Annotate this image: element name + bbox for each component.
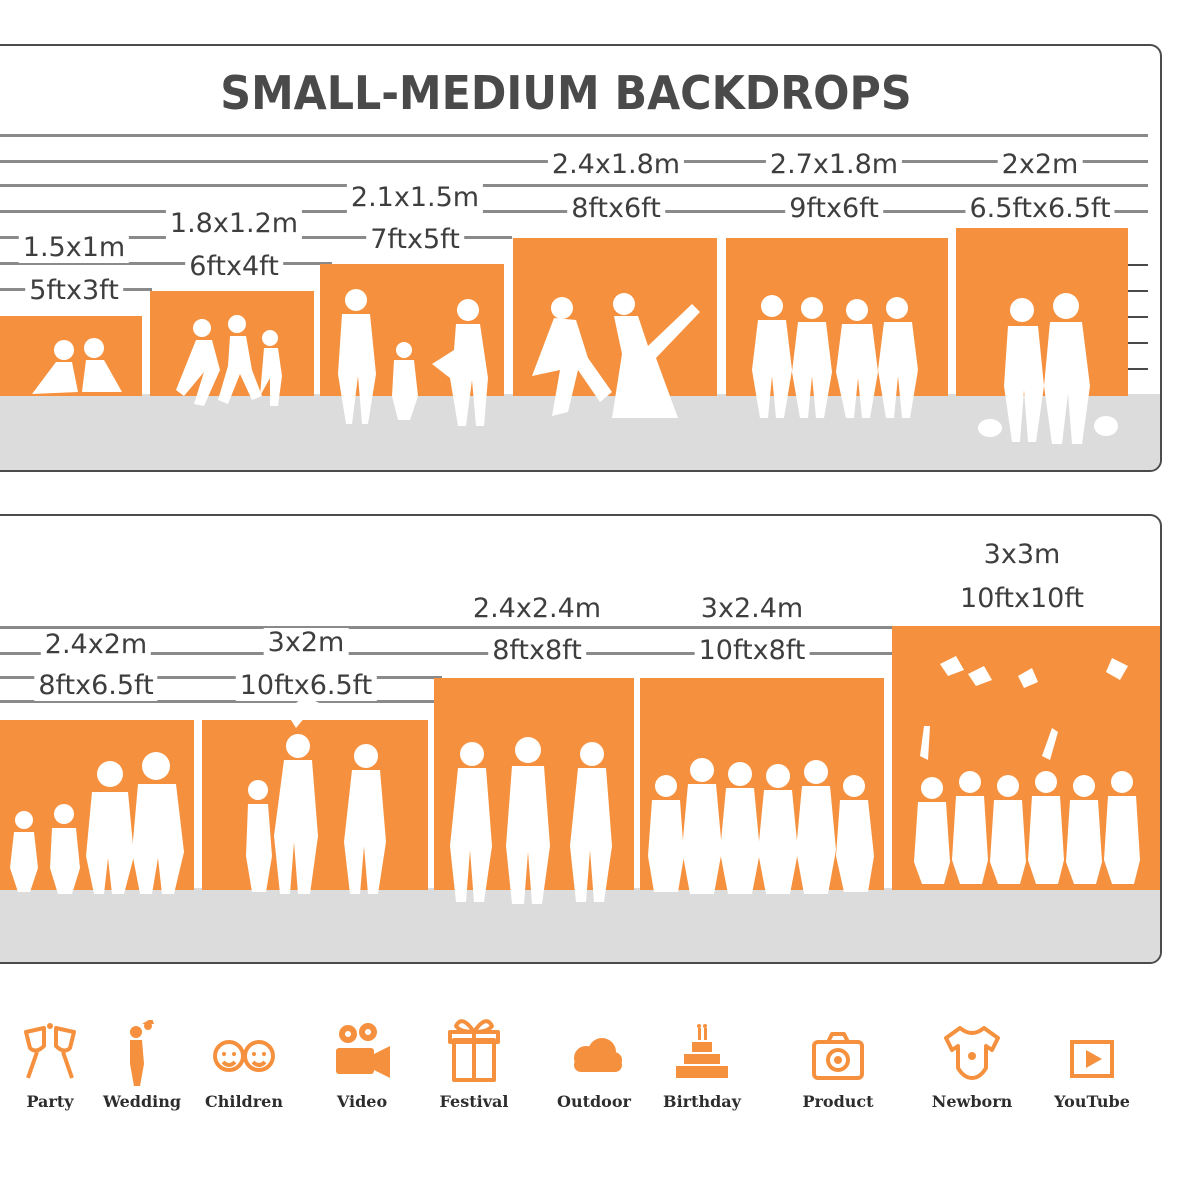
use-case-label: Children — [205, 1092, 283, 1111]
size-metric-label: 2.1x1.5m — [346, 183, 484, 213]
video-camera-icon — [336, 1023, 390, 1078]
use-case-outdoor: Outdoor — [539, 1020, 649, 1111]
ruler-tick — [1128, 264, 1148, 266]
baby-onesie-icon — [944, 1026, 1000, 1080]
use-case-label: Birthday — [663, 1092, 741, 1111]
size-metric-label: 2.4x2m — [40, 630, 152, 660]
use-case-video: Video — [307, 1020, 417, 1111]
ruler-tick — [1128, 368, 1148, 370]
size-metric-label: 2.7x1.8m — [765, 150, 903, 180]
party-glasses-icon — [24, 1023, 76, 1079]
size-imperial-label: 8ftx6ft — [567, 194, 665, 224]
birthday-cake-icon — [676, 1024, 728, 1078]
children-faces-icon — [213, 1040, 275, 1072]
use-case-newborn: Newborn — [917, 1020, 1027, 1111]
size-metric-label: 2.4x2.4m — [468, 594, 606, 624]
size-metric-label: 3x2m — [263, 628, 349, 658]
use-case-label: YouTube — [1054, 1092, 1130, 1111]
use-case-festival: Festival — [419, 1012, 529, 1111]
size-imperial-label: 7ftx5ft — [366, 225, 464, 255]
size-metric-label: 2x2m — [997, 150, 1083, 180]
size-imperial-label: 8ftx8ft — [488, 636, 586, 666]
size-imperial-label: 9ftx6ft — [785, 194, 883, 224]
cloud-icon — [574, 1038, 622, 1072]
use-case-label: Wedding — [102, 1092, 182, 1111]
size-metric-label: 3x3m — [979, 540, 1065, 570]
size-imperial-label: 6.5ftx6.5ft — [965, 194, 1115, 224]
use-case-label: Video — [336, 1092, 388, 1111]
guide-line — [0, 700, 442, 703]
use-case-party: Party — [0, 1020, 105, 1111]
people-silhouettes — [10, 656, 1140, 904]
guide-line — [0, 262, 332, 265]
use-case-label: Outdoor — [557, 1092, 631, 1111]
floor-band — [0, 394, 1160, 470]
use-case-children: Children — [189, 1020, 299, 1111]
ruler-tick — [1128, 290, 1148, 292]
play-button-icon — [1070, 1040, 1114, 1078]
ruler-tick — [1128, 316, 1148, 318]
use-case-birthday: Birthday — [647, 1020, 757, 1111]
size-metric-label: 1.5x1m — [18, 233, 130, 263]
large-backdrops-panel: 2.4x2m 8ftx6.5ft 3x2m 10ftx6.5ft 2.4x2.4… — [0, 514, 1162, 964]
use-case-youtube: YouTube — [1037, 1020, 1147, 1111]
panel-title: SMALL-MEDIUM BACKDROPS — [220, 66, 912, 120]
size-imperial-label: 10ftx8ft — [694, 636, 810, 666]
guide-line — [0, 652, 902, 655]
guide-line — [0, 626, 902, 629]
camera-icon — [812, 1032, 864, 1080]
use-case-label: Product — [802, 1092, 874, 1111]
use-case-label: Festival — [439, 1092, 509, 1111]
use-case-product: Product — [783, 1020, 893, 1111]
size-imperial-label: 6ftx4ft — [185, 252, 283, 282]
people-silhouettes — [32, 289, 1118, 444]
size-metric-label: 3x2.4m — [696, 594, 808, 624]
guide-line — [0, 676, 442, 679]
size-metric-label: 2.4x1.8m — [547, 150, 685, 180]
size-metric-label: 1.8x1.2m — [165, 209, 303, 239]
size-imperial-label: 8ftx6.5ft — [34, 671, 158, 701]
size-imperial-label: 5ftx3ft — [25, 276, 123, 306]
size-imperial-label: 10ftx10ft — [956, 584, 1088, 614]
guide-line — [0, 134, 1148, 137]
size-imperial-label: 10ftx6.5ft — [235, 671, 377, 701]
ruler-tick — [1128, 342, 1148, 344]
gift-box-icon — [448, 1019, 500, 1082]
use-case-label: Party — [26, 1092, 74, 1111]
use-case-label: Newborn — [931, 1092, 1013, 1111]
use-case-wedding: Wedding — [87, 1020, 197, 1111]
small-medium-backdrops-panel: SMALL-MEDIUM BACKDROPS — [0, 44, 1162, 472]
wedding-couple-icon — [130, 1020, 154, 1086]
guide-line — [0, 184, 1148, 187]
